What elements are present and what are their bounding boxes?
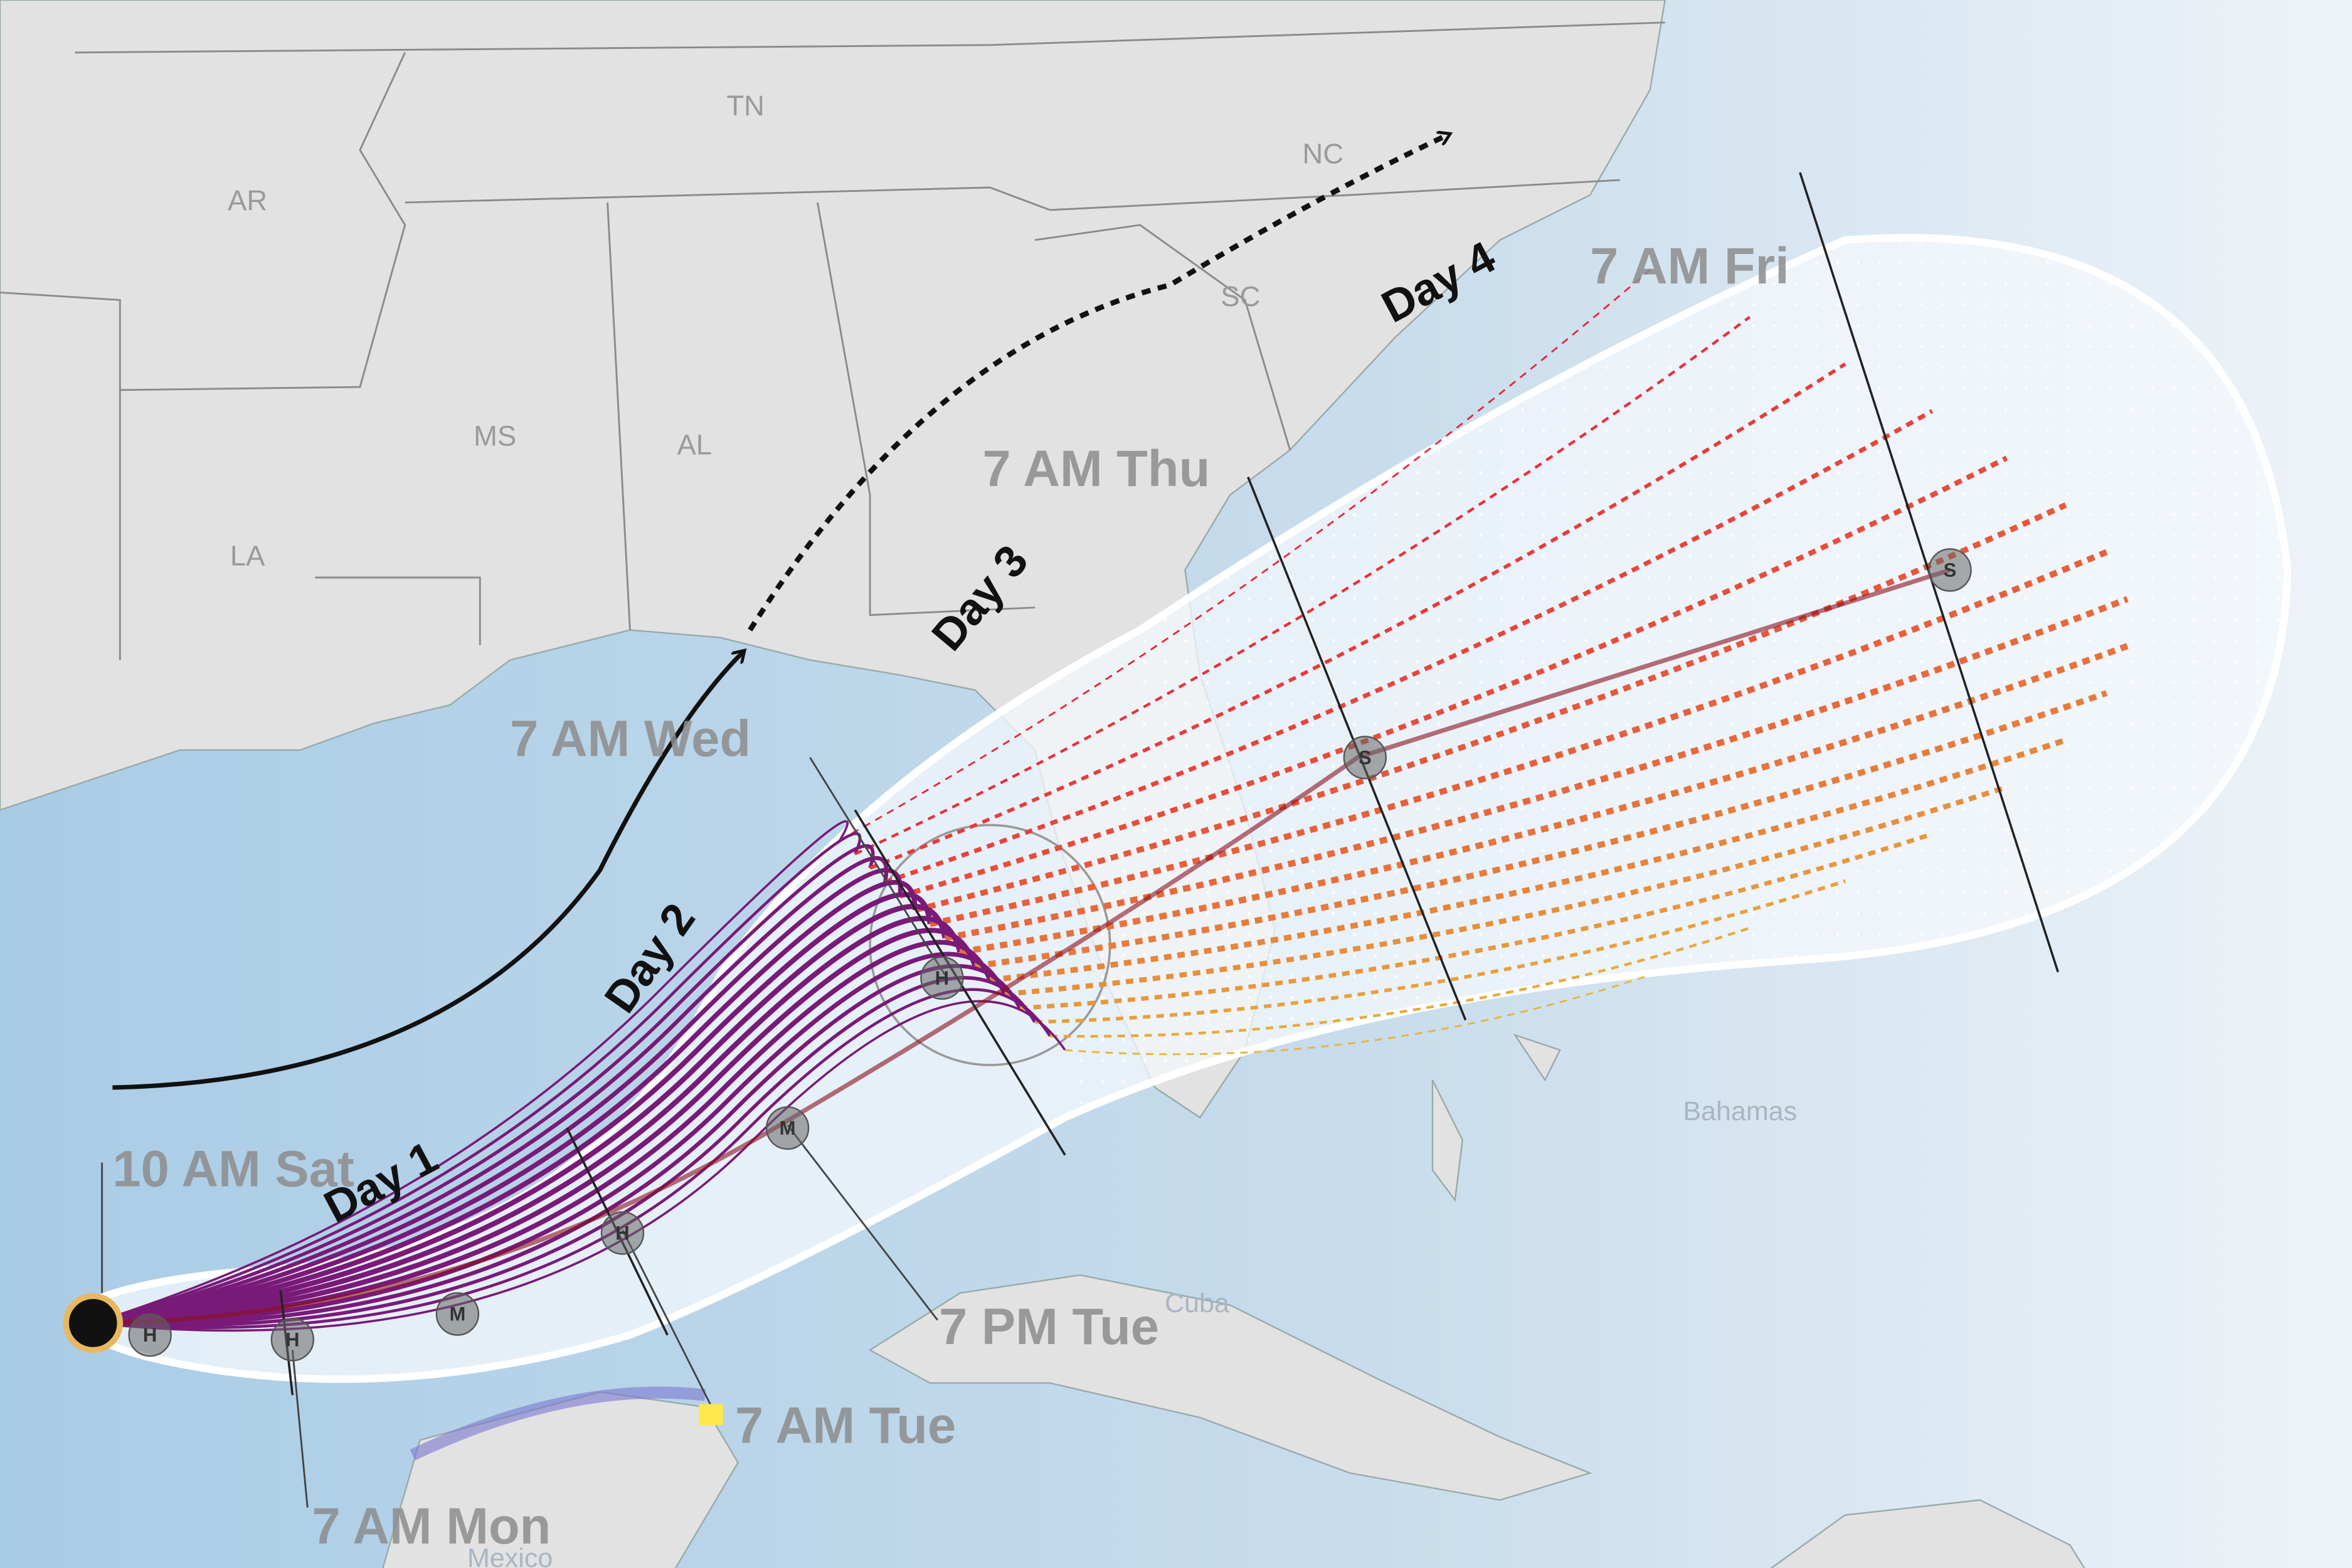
leader xyxy=(291,1350,309,1508)
future-arrow xyxy=(748,135,1448,632)
state-label: NC xyxy=(1303,138,1344,170)
time-label: 10 AM Sat xyxy=(112,1141,354,1198)
model-track xyxy=(93,951,1007,1326)
model-track-forecast xyxy=(1064,974,1651,1056)
model-tracks xyxy=(92,269,2129,1332)
storm-marker xyxy=(600,1211,645,1255)
model-track xyxy=(92,892,933,1326)
storm-marker-label: M xyxy=(780,1117,796,1139)
model-track-forecast xyxy=(854,315,1751,856)
border xyxy=(405,186,1051,211)
past-arrow xyxy=(112,652,742,1090)
warning-patch xyxy=(699,1404,723,1426)
storm-marker-label: H xyxy=(143,1324,157,1346)
storm-marker-label: H xyxy=(285,1328,299,1350)
model-track-forecast xyxy=(1005,784,2008,997)
storm-marker xyxy=(765,1106,810,1150)
place-label: Cuba xyxy=(1165,1288,1229,1318)
state-label: AL xyxy=(677,429,712,461)
model-track xyxy=(92,856,889,1325)
border xyxy=(1050,179,1620,211)
place-label: Mexico xyxy=(467,1544,553,1568)
model-track xyxy=(93,928,978,1326)
time-label: 7 AM Thu xyxy=(982,440,1210,497)
state-label: LA xyxy=(230,540,265,572)
border xyxy=(120,52,406,391)
storm-marker xyxy=(920,956,964,1000)
state-label: AR xyxy=(228,184,267,216)
border xyxy=(315,576,481,645)
model-track-forecast xyxy=(989,737,2067,983)
border xyxy=(75,21,1665,54)
border xyxy=(1034,224,1291,450)
storm-marker xyxy=(128,1313,172,1357)
model-track-forecast xyxy=(1050,926,1751,1038)
model-track-forecast xyxy=(839,269,1651,841)
model-track xyxy=(93,988,1052,1330)
state-borders xyxy=(0,21,1665,660)
bahamas-land xyxy=(1431,1034,1561,1202)
border xyxy=(0,291,121,660)
storm-marker xyxy=(1343,736,1387,780)
time-label: 7 PM Tue xyxy=(939,1298,1159,1355)
leader-lines xyxy=(101,757,946,1508)
leader xyxy=(809,757,946,976)
model-track-forecast xyxy=(929,549,2108,928)
state-label: SC xyxy=(1221,280,1260,312)
model-track-forecast xyxy=(944,596,2129,941)
model-track-forecast xyxy=(899,455,2008,899)
storm-marker-label: S xyxy=(1944,559,1957,581)
storm-position xyxy=(63,1293,124,1353)
leader xyxy=(622,1229,718,1418)
model-track-forecast xyxy=(959,643,2129,955)
warning-band xyxy=(410,1386,706,1461)
leader xyxy=(787,1124,938,1321)
model-track xyxy=(92,844,875,1325)
border xyxy=(607,202,631,630)
state-label: TN xyxy=(726,90,765,122)
time-label: 7 AM Wed xyxy=(510,710,751,767)
model-track xyxy=(92,904,948,1326)
model-track-forecast xyxy=(884,409,1934,884)
place-label: Bahamas xyxy=(1683,1096,1797,1126)
storm-marker xyxy=(1928,548,1972,592)
model-track xyxy=(92,880,918,1326)
storm-marker xyxy=(435,1292,480,1336)
time-label: 7 AM Tue xyxy=(735,1397,956,1454)
model-track-forecast xyxy=(1020,832,1933,1010)
time-label: 7 AM Mon xyxy=(312,1498,551,1555)
hispaniola-land xyxy=(1770,1499,2085,1568)
border xyxy=(816,202,1036,617)
model-track xyxy=(92,867,903,1325)
model-track-forecast xyxy=(1035,879,1846,1024)
cone-dots xyxy=(1065,237,2288,1118)
storm-marker-label: S xyxy=(1359,746,1372,768)
storm-marker-label: H xyxy=(615,1222,629,1244)
time-label: 7 AM Fri xyxy=(1590,238,1789,295)
model-track xyxy=(93,1000,1066,1332)
model-track-forecast xyxy=(914,502,2067,913)
storm-marker xyxy=(270,1318,315,1362)
cuba-land xyxy=(868,1274,1592,1501)
storm-marker-label: H xyxy=(935,967,949,989)
state-label: MS xyxy=(474,420,516,452)
storm-marker-label: M xyxy=(449,1303,465,1325)
model-track xyxy=(92,820,849,1325)
model-track xyxy=(92,832,862,1325)
